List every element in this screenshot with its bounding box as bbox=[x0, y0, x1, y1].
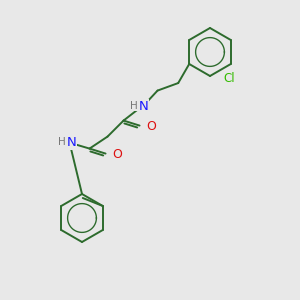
Text: H: H bbox=[130, 100, 137, 111]
Text: N: N bbox=[67, 136, 76, 149]
Text: O: O bbox=[112, 148, 122, 161]
Text: Cl: Cl bbox=[223, 71, 235, 85]
Text: O: O bbox=[146, 120, 156, 133]
Text: H: H bbox=[58, 136, 65, 147]
Text: N: N bbox=[139, 100, 148, 113]
